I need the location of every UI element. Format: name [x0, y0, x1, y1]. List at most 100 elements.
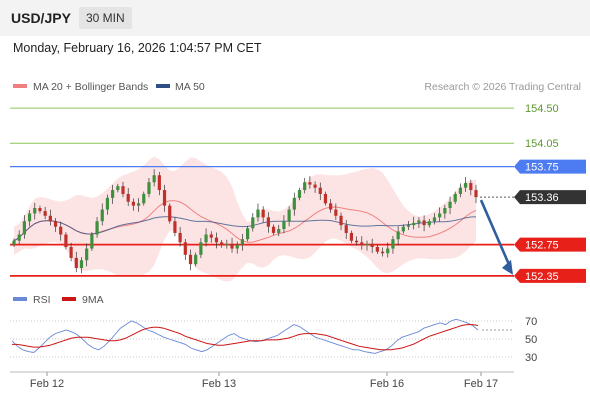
candle-body	[365, 243, 369, 246]
legend-ma50-label: MA 50	[175, 81, 205, 93]
candle-body	[287, 209, 291, 222]
support-level-label: 152.75	[525, 240, 559, 252]
candle-body	[256, 209, 260, 218]
candle-body	[406, 225, 411, 227]
candle-body	[168, 205, 172, 222]
symbol-title: USD/JPY	[11, 10, 71, 26]
candle-body	[64, 234, 68, 247]
candle-body	[178, 232, 182, 243]
candle-body	[401, 226, 405, 232]
candle-body	[142, 193, 146, 204]
rsi-tick-label: 50	[525, 334, 537, 346]
candle-body	[334, 209, 338, 216]
rsi-line	[11, 318, 479, 354]
candle-body	[422, 220, 426, 226]
candle-body	[344, 225, 348, 233]
candle-body	[448, 201, 452, 208]
candle-body	[412, 222, 416, 226]
candle-body	[308, 182, 312, 185]
candle-body	[375, 246, 379, 252]
candle-body	[152, 175, 156, 183]
candle-body	[188, 254, 193, 265]
candle-body	[303, 182, 307, 191]
candle-body	[251, 217, 255, 229]
candle-body	[469, 183, 473, 191]
legend-rsi-ma-label: 9MA	[82, 294, 104, 306]
candle-body	[339, 215, 343, 226]
timeframe-badge[interactable]: 30 MIN	[79, 7, 132, 29]
candle-body	[380, 251, 385, 254]
resistance-level-label: 153.75	[525, 162, 559, 174]
legend-rsi-ma-swatch	[62, 297, 76, 301]
rsi-panel: 70 50 30	[10, 316, 537, 364]
candle-body	[69, 246, 73, 258]
candle-body	[136, 203, 141, 206]
legend-ma20-label: MA 20 + Bollinger Bands	[33, 81, 148, 93]
candle-body	[438, 213, 442, 218]
candle-body	[282, 221, 286, 230]
candle-body	[194, 254, 198, 265]
forecast-arrow-shaft	[479, 199, 512, 268]
candle-body	[417, 220, 421, 223]
candle-body	[131, 201, 135, 206]
candle-body	[105, 197, 110, 210]
candle-body	[59, 226, 63, 235]
candle-body	[245, 228, 250, 240]
candle-body	[111, 190, 115, 198]
rsi-tick-label: 30	[525, 352, 537, 364]
candlestick-series	[12, 169, 478, 274]
chart-datetime: Monday, February 16, 2026 1:04:57 PM CET	[13, 41, 262, 55]
support-level-tag	[514, 237, 586, 252]
ma50-line	[13, 216, 477, 242]
target-level-label: 154.50	[525, 103, 559, 115]
candle-body	[95, 221, 99, 235]
candle-body	[313, 184, 317, 188]
x-tick-label: Feb 13	[202, 378, 236, 390]
candle-body	[183, 242, 187, 255]
candle-body	[116, 186, 120, 191]
candle-body	[297, 190, 302, 198]
candle-body	[74, 257, 78, 269]
candle-body	[323, 193, 328, 204]
legend-ma50-swatch	[156, 84, 170, 88]
candle-body	[100, 209, 104, 222]
candle-body	[199, 242, 203, 255]
header-bar: USD/JPY 30 MIN	[0, 0, 590, 36]
candle-body	[27, 213, 32, 222]
candle-body	[432, 217, 437, 222]
candle-body	[173, 221, 177, 233]
rsi-ma-line	[12, 324, 479, 351]
x-tick-label: Feb 12	[30, 378, 64, 390]
candle-body	[277, 229, 281, 233]
candle-body	[17, 234, 21, 241]
candle-body	[349, 232, 354, 241]
candle-body	[220, 242, 224, 246]
candle-body	[240, 239, 245, 245]
candle-body	[43, 211, 47, 216]
candle-body	[370, 243, 374, 247]
forecast-arrow-head	[502, 259, 513, 275]
candle-body	[427, 221, 431, 226]
forecast-arrow	[479, 199, 513, 275]
candle-body	[126, 193, 130, 202]
last-price-label: 153.36	[525, 192, 559, 204]
candle-body	[209, 234, 213, 238]
candle-body	[162, 190, 167, 206]
candle-body	[318, 187, 322, 194]
candle-body	[79, 260, 84, 269]
candle-body	[464, 183, 468, 188]
candle-body	[453, 193, 457, 202]
candle-body	[230, 243, 234, 249]
candle-body	[355, 240, 359, 243]
x-axis: Feb 12 Feb 13 Feb 16 Feb 17	[30, 372, 498, 390]
candle-body	[235, 244, 239, 249]
candle-body	[292, 197, 296, 210]
last-price-tag	[514, 190, 586, 205]
x-tick-label: Feb 17	[464, 378, 498, 390]
candle-body	[443, 207, 447, 214]
candle-body	[12, 240, 16, 245]
candle-body	[38, 207, 42, 212]
target-level-label: 154.05	[525, 138, 559, 150]
candle-body	[147, 182, 151, 194]
